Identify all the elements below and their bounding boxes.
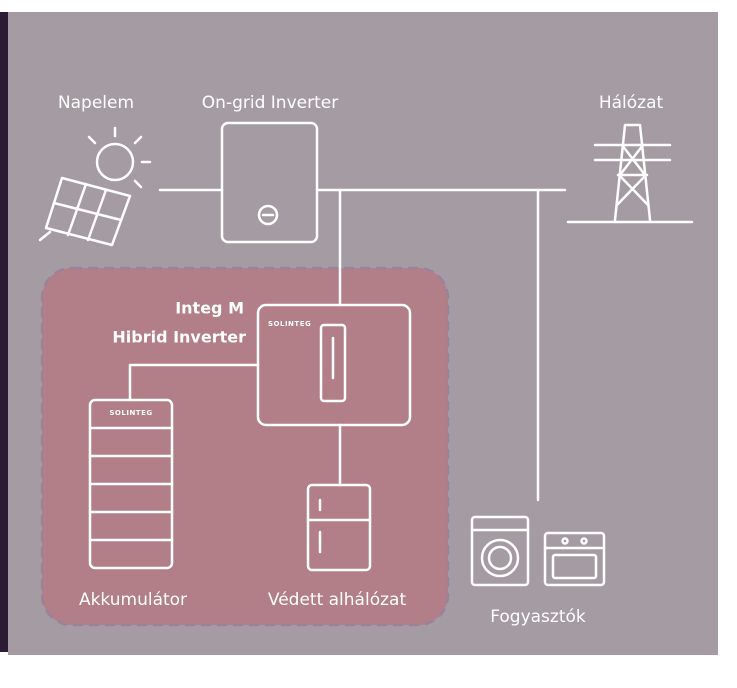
hybrid-inverter <box>256 303 412 427</box>
wires <box>128 188 694 502</box>
label: Akkumulátor <box>79 590 187 610</box>
fridge <box>306 483 372 572</box>
oven <box>543 531 606 587</box>
grid-tower <box>593 123 672 222</box>
label: Hálózat <box>599 93 664 113</box>
washer <box>470 515 530 587</box>
label: Hibrid Inverter <box>112 328 246 347</box>
label: Védett alhálózat <box>268 590 407 610</box>
logo: SOLINTEG <box>109 409 152 417</box>
label: Integ M <box>175 299 244 318</box>
label: Napelem <box>58 93 134 113</box>
solar-icon <box>38 126 152 247</box>
hybrid-zone <box>40 266 450 627</box>
label: On-grid Inverter <box>202 93 338 113</box>
label: Fogyasztók <box>490 607 586 627</box>
left-strip <box>0 12 8 652</box>
ongrid-inverter <box>220 121 319 244</box>
logo: SOLINTEG <box>268 320 311 328</box>
battery <box>88 398 174 570</box>
